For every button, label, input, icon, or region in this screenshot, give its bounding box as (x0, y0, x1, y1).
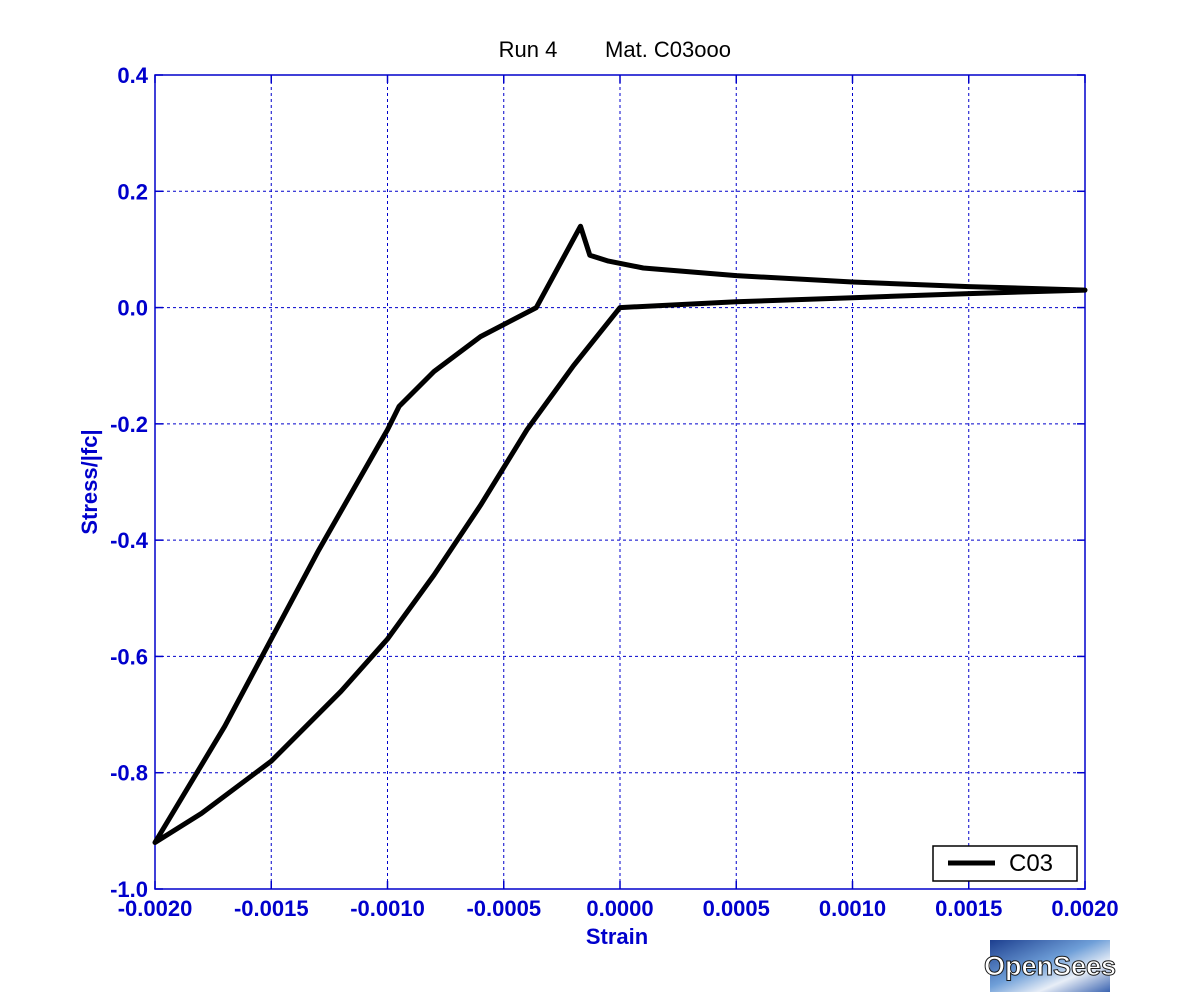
x-axis-label: Strain (586, 924, 648, 949)
legend-label: C03 (1009, 850, 1053, 877)
chart-title-material: Mat. C03ooo (605, 37, 731, 62)
x-tick-label: 0.0015 (935, 896, 1002, 921)
y-tick-label: -0.6 (110, 644, 148, 669)
y-tick-label: -1.0 (110, 877, 148, 902)
x-tick-label: -0.0005 (466, 896, 541, 921)
x-tick-label: 0.0020 (1051, 896, 1118, 921)
opensees-logo: OpenSees (983, 940, 1117, 992)
logo-background (990, 940, 1110, 992)
y-tick-label: 0.0 (117, 296, 148, 321)
y-axis-label: Stress/|fc| (77, 429, 102, 534)
y-tick-label: -0.2 (110, 412, 148, 437)
y-tick-label: 0.2 (117, 179, 148, 204)
x-tick-label: 0.0000 (586, 896, 653, 921)
y-tick-label: -0.4 (110, 528, 149, 553)
logo-text: OpenSees (984, 951, 1116, 981)
x-tick-label: -0.0010 (350, 896, 425, 921)
x-axis-ticks: -0.0020 -0.0015 -0.0010 -0.0005 0.0000 0.0005… (118, 75, 1119, 921)
x-tick-label: 0.0005 (703, 896, 770, 921)
y-axis-ticks: 0.4 0.2 0.0 -0.2 -0.4 -0.6 -0.8 -1.0 (110, 63, 1085, 902)
chart-title-run: Run 4 (499, 37, 558, 62)
grid (155, 75, 1085, 889)
y-tick-label: -0.8 (110, 761, 148, 786)
x-tick-label: -0.0020 (118, 896, 193, 921)
legend: C03 (932, 845, 1078, 882)
series-line-c03 (152, 223, 1088, 845)
y-tick-label: 0.4 (117, 63, 148, 88)
series-layer (152, 223, 1088, 845)
x-tick-label: -0.0015 (234, 896, 309, 921)
x-tick-label: 0.0010 (819, 896, 886, 921)
